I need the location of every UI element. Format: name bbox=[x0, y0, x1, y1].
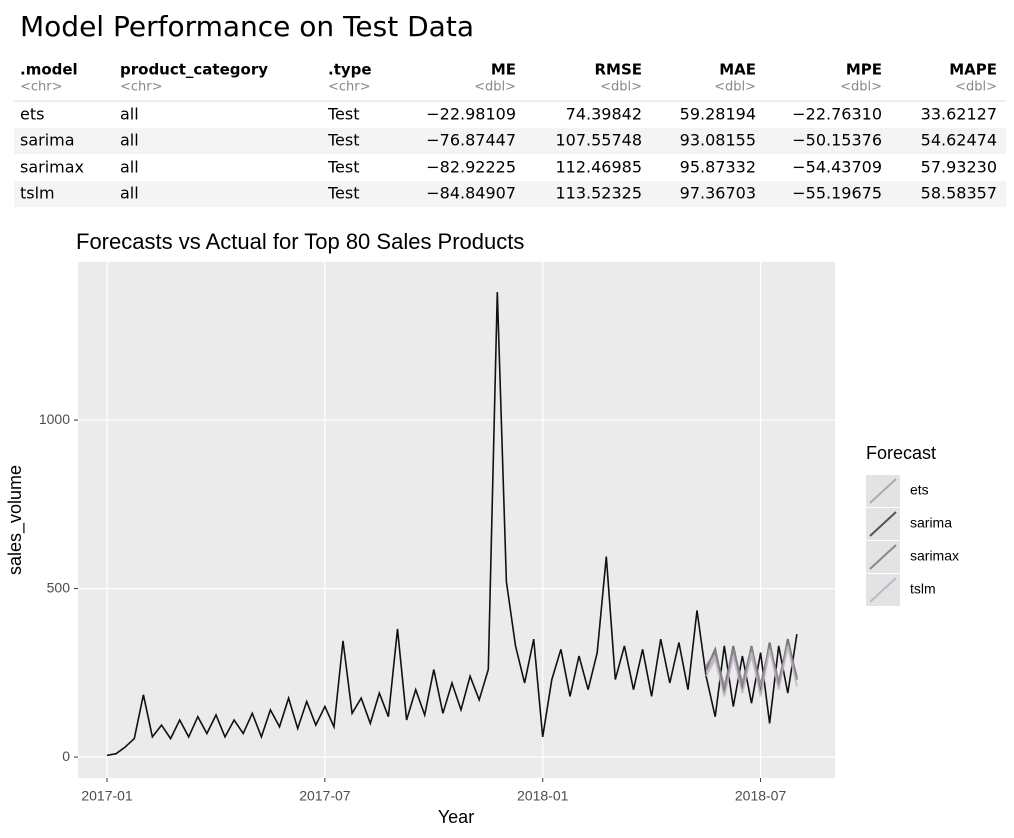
table-cell: 95.87332 bbox=[680, 158, 756, 177]
row-band bbox=[14, 181, 1006, 207]
table-cell: ets bbox=[20, 105, 44, 124]
table-cell: all bbox=[120, 184, 139, 203]
column-type: <dbl> bbox=[600, 80, 642, 95]
x-tick-label: 2018-01 bbox=[517, 788, 569, 804]
column-type: <chr> bbox=[120, 80, 163, 95]
table-cell: −76.87447 bbox=[426, 131, 516, 150]
column-type: <dbl> bbox=[474, 80, 516, 95]
table-cell: 97.36703 bbox=[680, 184, 756, 203]
x-tick-label: 2018-07 bbox=[735, 788, 787, 804]
table-cell: 33.62127 bbox=[921, 105, 997, 124]
y-tick-label: 0 bbox=[62, 748, 70, 764]
column-type: <dbl> bbox=[955, 80, 997, 95]
forecast-line bbox=[705, 642, 798, 687]
column-header: MPE bbox=[846, 61, 882, 79]
column-header: .model bbox=[20, 61, 78, 79]
table-cell: sarima bbox=[20, 131, 75, 150]
legend-title: Forecast bbox=[866, 443, 936, 463]
table-cell: −54.43709 bbox=[792, 158, 882, 177]
table-cell: 57.93230 bbox=[921, 158, 997, 177]
y-tick-label: 1000 bbox=[39, 411, 70, 427]
x-tick-label: 2017-07 bbox=[299, 788, 351, 804]
legend-label: sarimax bbox=[910, 548, 959, 564]
table-cell: Test bbox=[327, 131, 360, 150]
legend-label: ets bbox=[910, 482, 929, 498]
table-cell: −22.98109 bbox=[426, 105, 516, 124]
legend-label: sarima bbox=[910, 515, 952, 531]
table-cell: 74.39842 bbox=[566, 105, 642, 124]
table-cell: −55.19675 bbox=[792, 184, 882, 203]
column-header: product_category bbox=[120, 61, 268, 79]
table-cell: all bbox=[120, 158, 139, 177]
table-cell: all bbox=[120, 131, 139, 150]
y-axis-label: sales_volume bbox=[5, 465, 26, 575]
table-cell: 107.55748 bbox=[555, 131, 642, 150]
table-cell: 112.46985 bbox=[555, 158, 642, 177]
y-tick-label: 500 bbox=[47, 579, 71, 595]
x-axis-label: Year bbox=[438, 807, 474, 827]
column-header: RMSE bbox=[594, 61, 642, 79]
table-cell: −50.15376 bbox=[792, 131, 882, 150]
column-type: <chr> bbox=[328, 80, 371, 95]
table-cell: 59.28194 bbox=[680, 105, 756, 124]
table-cell: −82.92225 bbox=[426, 158, 516, 177]
plot-panel bbox=[78, 262, 835, 778]
table-cell: all bbox=[120, 105, 139, 124]
forecast-line bbox=[705, 645, 798, 697]
column-type: <dbl> bbox=[840, 80, 882, 95]
column-header: ME bbox=[491, 61, 516, 79]
page-title: Model Performance on Test Data bbox=[20, 10, 474, 43]
column-header: MAPE bbox=[949, 61, 997, 79]
legend-swatch bbox=[869, 511, 897, 537]
column-header: .type bbox=[328, 61, 372, 79]
legend-swatch bbox=[869, 478, 897, 504]
table-cell: tslm bbox=[20, 184, 55, 203]
actual-line bbox=[106, 291, 798, 757]
legend-swatch bbox=[869, 577, 897, 603]
table-cell: Test bbox=[327, 105, 360, 124]
chart-title: Forecasts vs Actual for Top 80 Sales Pro… bbox=[76, 229, 524, 254]
legend-swatch bbox=[869, 544, 897, 570]
table-cell: Test bbox=[327, 184, 360, 203]
row-band bbox=[14, 128, 1006, 154]
table-cell: 58.58357 bbox=[921, 184, 997, 203]
table-cell: Test bbox=[327, 158, 360, 177]
table-cell: 113.52325 bbox=[555, 184, 642, 203]
column-type: <dbl> bbox=[714, 80, 756, 95]
table-cell: 93.08155 bbox=[680, 131, 756, 150]
table-cell: −22.76310 bbox=[792, 105, 882, 124]
table-cell: −84.84907 bbox=[426, 184, 516, 203]
column-header: MAE bbox=[719, 61, 756, 79]
table-cell: sarimax bbox=[20, 158, 84, 177]
x-tick-label: 2017-01 bbox=[81, 788, 133, 804]
legend-label: tslm bbox=[910, 581, 936, 597]
column-type: <chr> bbox=[20, 80, 63, 95]
table-cell: 54.62474 bbox=[921, 131, 997, 150]
